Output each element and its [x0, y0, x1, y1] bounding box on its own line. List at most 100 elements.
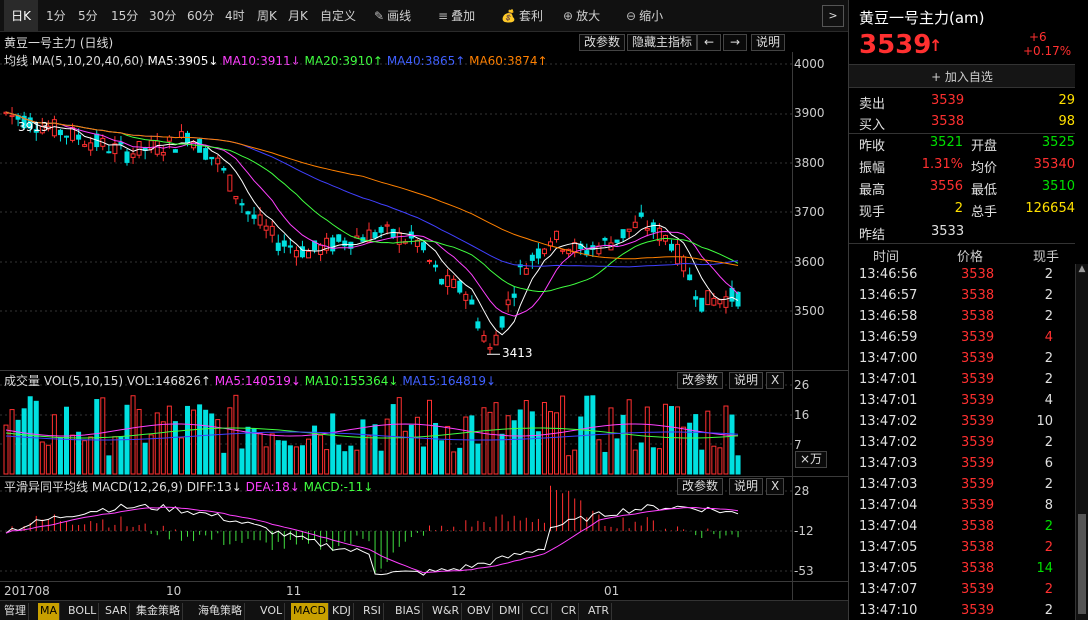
macd-close-button[interactable]: X — [766, 478, 785, 495]
tab-rsi[interactable]: RSI — [361, 603, 384, 620]
candle-body — [723, 296, 729, 308]
tab-manage[interactable]: 管理 — [2, 603, 29, 620]
candle-body — [263, 225, 269, 231]
main-edit-params-button[interactable]: 改参数 — [579, 34, 626, 51]
toolbar-scroll-arrow[interactable]: > — [822, 5, 844, 27]
period-15min[interactable]: 15分 — [111, 9, 139, 23]
volume-bar — [656, 448, 662, 475]
volume-bar — [420, 446, 426, 475]
volume-bar — [209, 413, 215, 475]
stack-icon: ≡ — [438, 9, 449, 23]
volume-bar — [475, 443, 481, 475]
zoom-out-button[interactable]: ⊖ 缩小 — [626, 0, 663, 32]
main-chart-title: 黄豆一号主力 (日线) — [4, 36, 114, 50]
tab-wr[interactable]: W&R — [430, 603, 463, 620]
tab-kdj[interactable]: KDJ — [330, 603, 354, 620]
tick-scrollbar[interactable]: ▲ — [1075, 264, 1088, 620]
volume-bar — [511, 420, 517, 475]
scroll-up-icon[interactable]: ▲ — [1078, 264, 1086, 274]
main-help-button[interactable]: 说明 — [751, 34, 786, 51]
period-custom[interactable]: 自定义 — [320, 9, 357, 23]
candle-body — [233, 195, 239, 200]
period-4h[interactable]: 4时 — [225, 9, 245, 23]
candle-body — [384, 224, 390, 227]
tick-time: 13:47:07 — [859, 582, 918, 597]
stat-label: 总手 — [971, 205, 998, 220]
stat-value: 2 — [954, 201, 963, 216]
candlesticks — [3, 107, 741, 355]
tab-cci[interactable]: CCI — [528, 603, 552, 620]
vol-help-button[interactable]: 说明 — [729, 372, 764, 389]
tick-qty: 4 — [1044, 393, 1053, 408]
volume-bar — [693, 414, 699, 475]
macd-separator — [0, 476, 848, 477]
draw-line-button[interactable]: ✎ 画线 — [374, 0, 411, 32]
xaxis-separator — [0, 581, 848, 582]
diff-line — [5, 503, 739, 576]
macd-help-button[interactable]: 说明 — [729, 478, 764, 495]
volume-bar — [614, 438, 620, 475]
price-tick: 3900 — [794, 106, 825, 120]
tick-price: 3539 — [961, 435, 995, 450]
candle-body — [82, 144, 88, 147]
hide-main-indicator-button[interactable]: 隐藏主指标 — [627, 34, 698, 51]
tab-cr[interactable]: CR — [559, 603, 580, 620]
tab-bias[interactable]: BIAS — [393, 603, 424, 620]
macd-edit-params-button[interactable]: 改参数 — [677, 478, 724, 495]
period-monthly[interactable]: 月K — [288, 9, 308, 23]
zoom-in-button[interactable]: ⊕ 放大 — [563, 0, 600, 32]
tab-turtle[interactable]: 海龟策略 — [196, 603, 245, 620]
tick-qty: 2 — [1044, 372, 1053, 387]
period-60min[interactable]: 60分 — [187, 9, 215, 23]
volume-bar — [669, 406, 674, 475]
tab-boll[interactable]: BOLL — [66, 603, 100, 620]
volume-bar — [9, 409, 15, 475]
period-weekly[interactable]: 周K — [257, 9, 277, 23]
candle-body — [172, 149, 178, 153]
volume-bar — [166, 405, 172, 475]
tab-ma[interactable]: MA — [38, 603, 61, 620]
overlay-button[interactable]: ≡ 叠加 — [438, 0, 475, 32]
candle-body — [687, 274, 693, 281]
volume-bar — [481, 407, 487, 475]
tick-time: 13:47:04 — [859, 498, 918, 513]
candle-body — [239, 203, 245, 206]
period-30min[interactable]: 30分 — [149, 9, 177, 23]
vol-close-button[interactable]: X — [766, 372, 785, 389]
volume-bar — [523, 400, 529, 475]
next-arrow-button[interactable]: → — [723, 34, 747, 51]
volume-bar — [414, 416, 420, 475]
tab-macd[interactable]: MACD — [291, 603, 329, 620]
volume-bar — [433, 422, 439, 475]
tab-vol[interactable]: VOL — [258, 603, 286, 620]
volume-bar — [64, 406, 69, 475]
candle-body — [644, 227, 650, 231]
candle-body — [57, 129, 63, 136]
period-5min[interactable]: 5分 — [78, 9, 98, 23]
candle-body — [638, 212, 644, 217]
add-watchlist-button[interactable]: + 加入自选 — [849, 64, 1075, 88]
tab-atr[interactable]: ATR — [586, 603, 613, 620]
volume-bar — [118, 436, 124, 475]
grid-lines — [0, 63, 792, 572]
candle-body — [650, 222, 656, 233]
vol-edit-params-button[interactable]: 改参数 — [677, 372, 724, 389]
candle-body — [124, 151, 130, 163]
volume-bar — [312, 425, 318, 475]
tab-jijin[interactable]: 集金策略 — [134, 603, 183, 620]
prev-arrow-button[interactable]: ← — [697, 34, 721, 51]
tab-dmi[interactable]: DMI — [497, 603, 524, 620]
tick-time: 13:46:57 — [859, 288, 918, 303]
price-tick: 3500 — [794, 304, 825, 318]
tick-price: 3539 — [961, 498, 995, 513]
period-1min[interactable]: 1分 — [46, 9, 66, 23]
ma60-value: MA60:3874↑ — [469, 54, 548, 68]
arbitrage-button[interactable]: 💰 套利 — [501, 0, 543, 32]
tick-price: 3539 — [961, 351, 995, 366]
scrollbar-thumb[interactable] — [1078, 514, 1086, 614]
volume-bar — [281, 440, 287, 475]
tab-sar[interactable]: SAR — [103, 603, 131, 620]
period-daily[interactable]: 日K — [4, 0, 38, 32]
tab-obv[interactable]: OBV — [465, 603, 494, 620]
candle-body — [511, 293, 517, 298]
